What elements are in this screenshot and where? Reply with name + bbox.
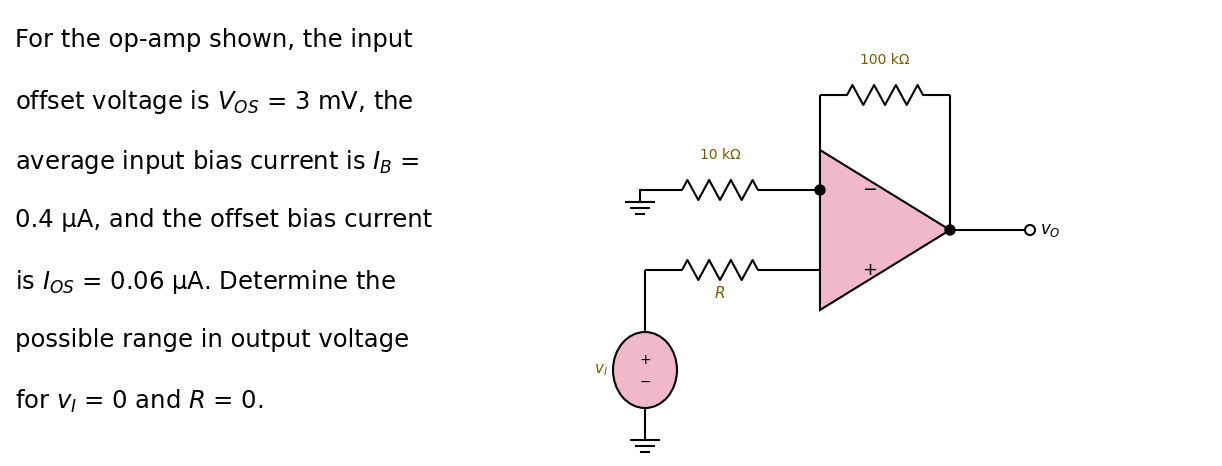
Text: +: + (639, 353, 651, 367)
Text: +: + (863, 261, 877, 279)
Text: possible range in output voltage: possible range in output voltage (15, 328, 409, 352)
Circle shape (945, 225, 956, 235)
Text: is $I_{OS}$ = 0.06 μA. Determine the: is $I_{OS}$ = 0.06 μA. Determine the (15, 268, 396, 296)
Text: −: − (863, 181, 877, 199)
Ellipse shape (613, 332, 677, 408)
Text: offset voltage is $V_{OS}$ = 3 mV, the: offset voltage is $V_{OS}$ = 3 mV, the (15, 88, 413, 116)
Text: 10 kΩ: 10 kΩ (700, 148, 741, 162)
Text: for $v_I$ = 0 and $R$ = 0.: for $v_I$ = 0 and $R$ = 0. (15, 388, 263, 415)
Circle shape (815, 185, 825, 195)
Polygon shape (820, 150, 949, 310)
Text: For the op-amp shown, the input: For the op-amp shown, the input (15, 28, 412, 52)
Text: 0.4 μA, and the offset bias current: 0.4 μA, and the offset bias current (15, 208, 431, 232)
Text: 100 kΩ: 100 kΩ (860, 53, 909, 67)
Circle shape (1025, 225, 1035, 235)
Text: average input bias current is $I_B$ =: average input bias current is $I_B$ = (15, 148, 419, 176)
Text: $R$: $R$ (715, 285, 726, 301)
Text: −: − (639, 375, 651, 389)
Text: $v_I$: $v_I$ (594, 362, 609, 378)
Text: $v_O$: $v_O$ (1040, 221, 1061, 239)
